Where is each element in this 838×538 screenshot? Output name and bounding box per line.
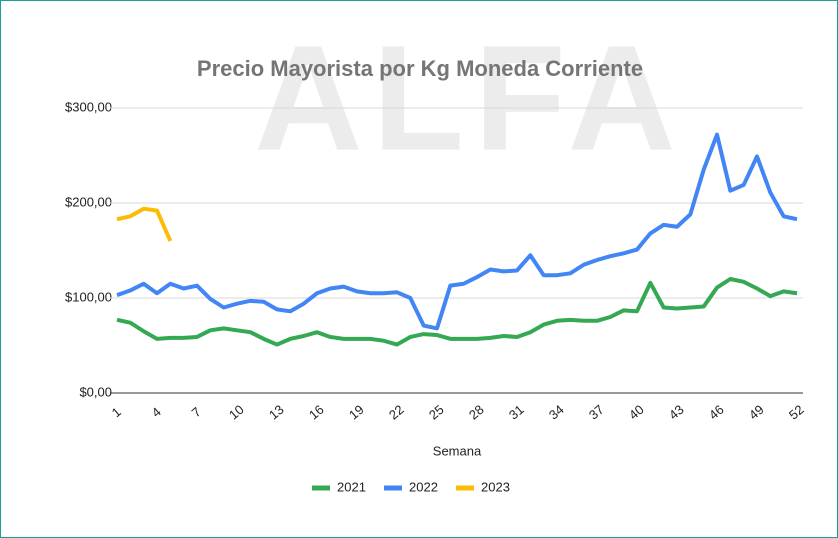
series-line <box>116 132 798 331</box>
legend-label: 2023 <box>481 479 510 494</box>
y-tick-label: $200,00 <box>65 194 112 209</box>
x-axis-label: Semana <box>433 443 482 458</box>
legend-label: 2022 <box>409 479 438 494</box>
y-tick-label: $100,00 <box>65 289 112 304</box>
watermark: ALFA <box>254 14 686 182</box>
y-tick-label: $0,00 <box>79 384 112 399</box>
legend-label: 2021 <box>337 479 366 494</box>
series-line <box>116 206 173 242</box>
series-line <box>116 277 798 347</box>
chart-title: Precio Mayorista por Kg Moneda Corriente <box>197 56 643 81</box>
y-tick-label: $300,00 <box>65 99 112 114</box>
